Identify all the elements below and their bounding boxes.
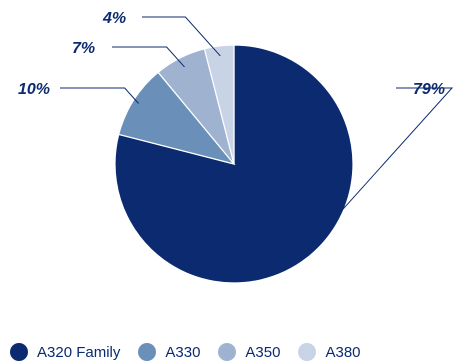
data-label-a350: 7%: [72, 40, 95, 57]
legend-swatch-a320-family: [10, 343, 28, 361]
leader-line-a320-family: [302, 87, 454, 254]
pie-slice-a330: [118, 71, 236, 166]
legend-label-a320-family: A320 Family: [37, 343, 121, 361]
data-label-a330: 10%: [18, 81, 50, 98]
leader-line-a350: [112, 46, 185, 68]
legend-item-a350: A350: [218, 343, 280, 361]
legend-label-a330: A330: [165, 343, 201, 361]
legend-item-a330: A330: [138, 343, 200, 361]
legend-swatch-a380: [298, 343, 317, 361]
legend-item-a320-family: A320 Family: [10, 343, 120, 361]
leader-line-a330: [60, 87, 139, 104]
legend-label-a350: A350: [245, 343, 281, 361]
pie-chart: 79% 10% 7% 4%: [18, 10, 454, 284]
legend-item-a380: A380: [298, 343, 361, 361]
data-label-a380: 4%: [102, 10, 126, 27]
legend-label-a380: A380: [325, 343, 361, 361]
data-label-a320-family: 79%: [413, 81, 445, 98]
legend-swatch-a350: [218, 343, 237, 361]
pie-slice-a380: [203, 44, 235, 165]
legend-swatch-a330: [138, 343, 157, 361]
legend: A320 Family A330 A350 A380: [10, 341, 361, 363]
leader-line-a380: [142, 16, 221, 57]
